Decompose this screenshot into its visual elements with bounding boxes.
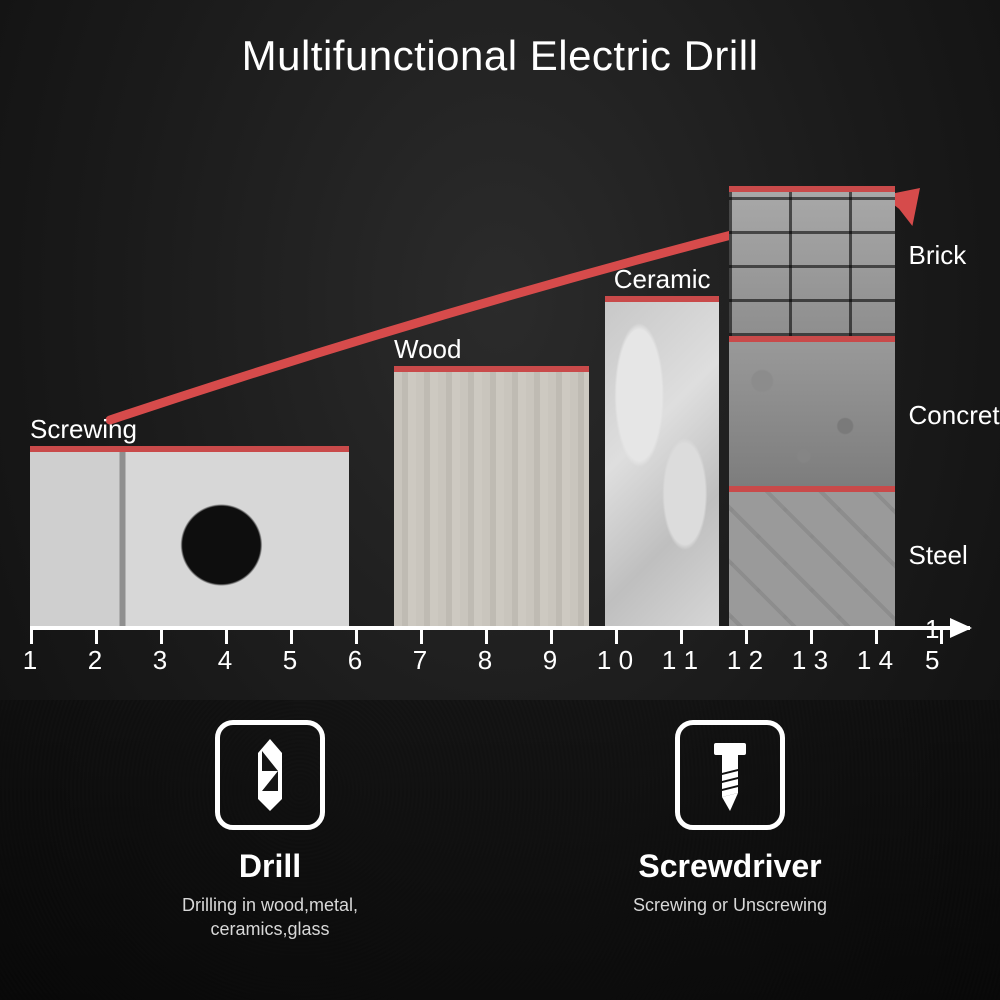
bar-cap [394,366,589,372]
x-tick [485,626,488,644]
bar-screwing [30,446,349,626]
bar-segment-screwing-body [30,446,349,626]
bar-wood [394,366,589,626]
bar-cap [729,336,895,342]
mode-drill-title: Drill [120,848,420,885]
bar-cap [729,186,895,192]
mode-drill: Drill Drilling in wood,metal, ceramics,g… [120,720,420,980]
x-tick [225,626,228,644]
x-tick [875,626,878,644]
x-tick [680,626,683,644]
x-tick-label: 1 0 [597,645,633,676]
bar-segment-brick [729,186,895,336]
x-tick-label: 7 [413,645,427,676]
mode-screwdriver: Screwdriver Screwing or Unscrewing [580,720,880,980]
mode-screwdriver-title: Screwdriver [580,848,880,885]
x-tick-label: 1 2 [727,645,763,676]
bar-label-screwing: Screwing [30,414,137,445]
x-tick [290,626,293,644]
drill-bit-icon [215,720,325,830]
x-tick [355,626,358,644]
x-tick [745,626,748,644]
x-tick [95,626,98,644]
capability-bar-chart: 1234567891 01 11 21 31 41 5ScrewingWoodC… [30,110,970,670]
side-label-steel: Steel [909,540,968,571]
x-tick-label: 1 4 [857,645,893,676]
x-tick [160,626,163,644]
x-tick [420,626,423,644]
bar-label-ceramic: Ceramic [614,264,711,295]
x-tick-label: 1 5 [925,614,955,676]
x-tick-label: 1 3 [792,645,828,676]
x-tick-label: 4 [218,645,232,676]
screw-icon [675,720,785,830]
x-tick-label: 1 1 [662,645,698,676]
x-tick-label: 9 [543,645,557,676]
bar-cap [605,296,719,302]
bar-cap [30,446,349,452]
page-title: Multifunctional Electric Drill [0,32,1000,80]
x-tick-label: 5 [283,645,297,676]
x-tick [810,626,813,644]
bar-segment-steel [729,486,895,626]
bar-segment-wood-body [394,366,589,626]
mode-row: Drill Drilling in wood,metal, ceramics,g… [0,720,1000,980]
mode-screwdriver-desc: Screwing or Unscrewing [580,893,880,917]
bar-segment-ceramic-body [605,296,719,626]
mode-drill-desc: Drilling in wood,metal, ceramics,glass [120,893,420,942]
bar-cap [729,486,895,492]
side-label-concrete: Concrete [909,400,1000,431]
bar-segment-concrete [729,336,895,486]
bar-label-wood: Wood [394,334,461,365]
bar-ceramic [605,296,719,626]
x-tick-label: 8 [478,645,492,676]
x-axis-line [30,626,970,630]
x-tick [615,626,618,644]
x-tick-label: 2 [88,645,102,676]
side-label-brick: Brick [909,240,967,271]
x-tick-label: 6 [348,645,362,676]
bar-stack [729,186,895,626]
x-tick [30,626,33,644]
x-tick-label: 3 [153,645,167,676]
infographic-root: Multifunctional Electric Drill 1 2 3 4 5 6 7 8 9… [0,0,1000,1000]
x-tick [550,626,553,644]
x-tick-label: 1 [23,645,37,676]
